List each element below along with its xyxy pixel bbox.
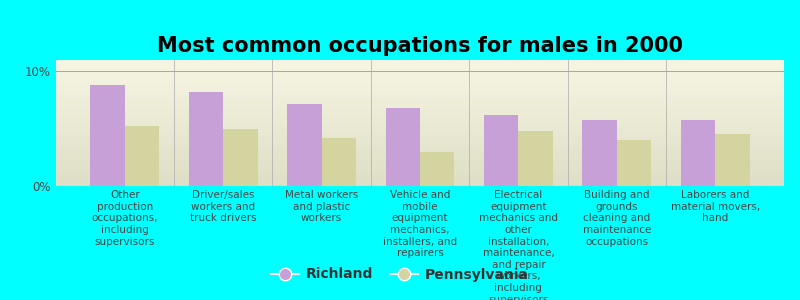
Bar [617,140,651,186]
Bar [125,126,159,186]
Bar [90,85,125,186]
Bar [582,120,617,186]
Bar [322,138,356,186]
Bar [715,134,750,186]
Bar [223,129,258,186]
Bar [189,92,223,186]
Bar [518,131,553,186]
Title: Most common occupations for males in 2000: Most common occupations for males in 200… [157,36,683,56]
Bar [681,120,715,186]
Bar [386,108,420,186]
Legend: Richland, Pennsylvania: Richland, Pennsylvania [266,262,534,287]
Bar [287,103,322,186]
Bar [420,152,454,186]
Bar [484,115,518,186]
